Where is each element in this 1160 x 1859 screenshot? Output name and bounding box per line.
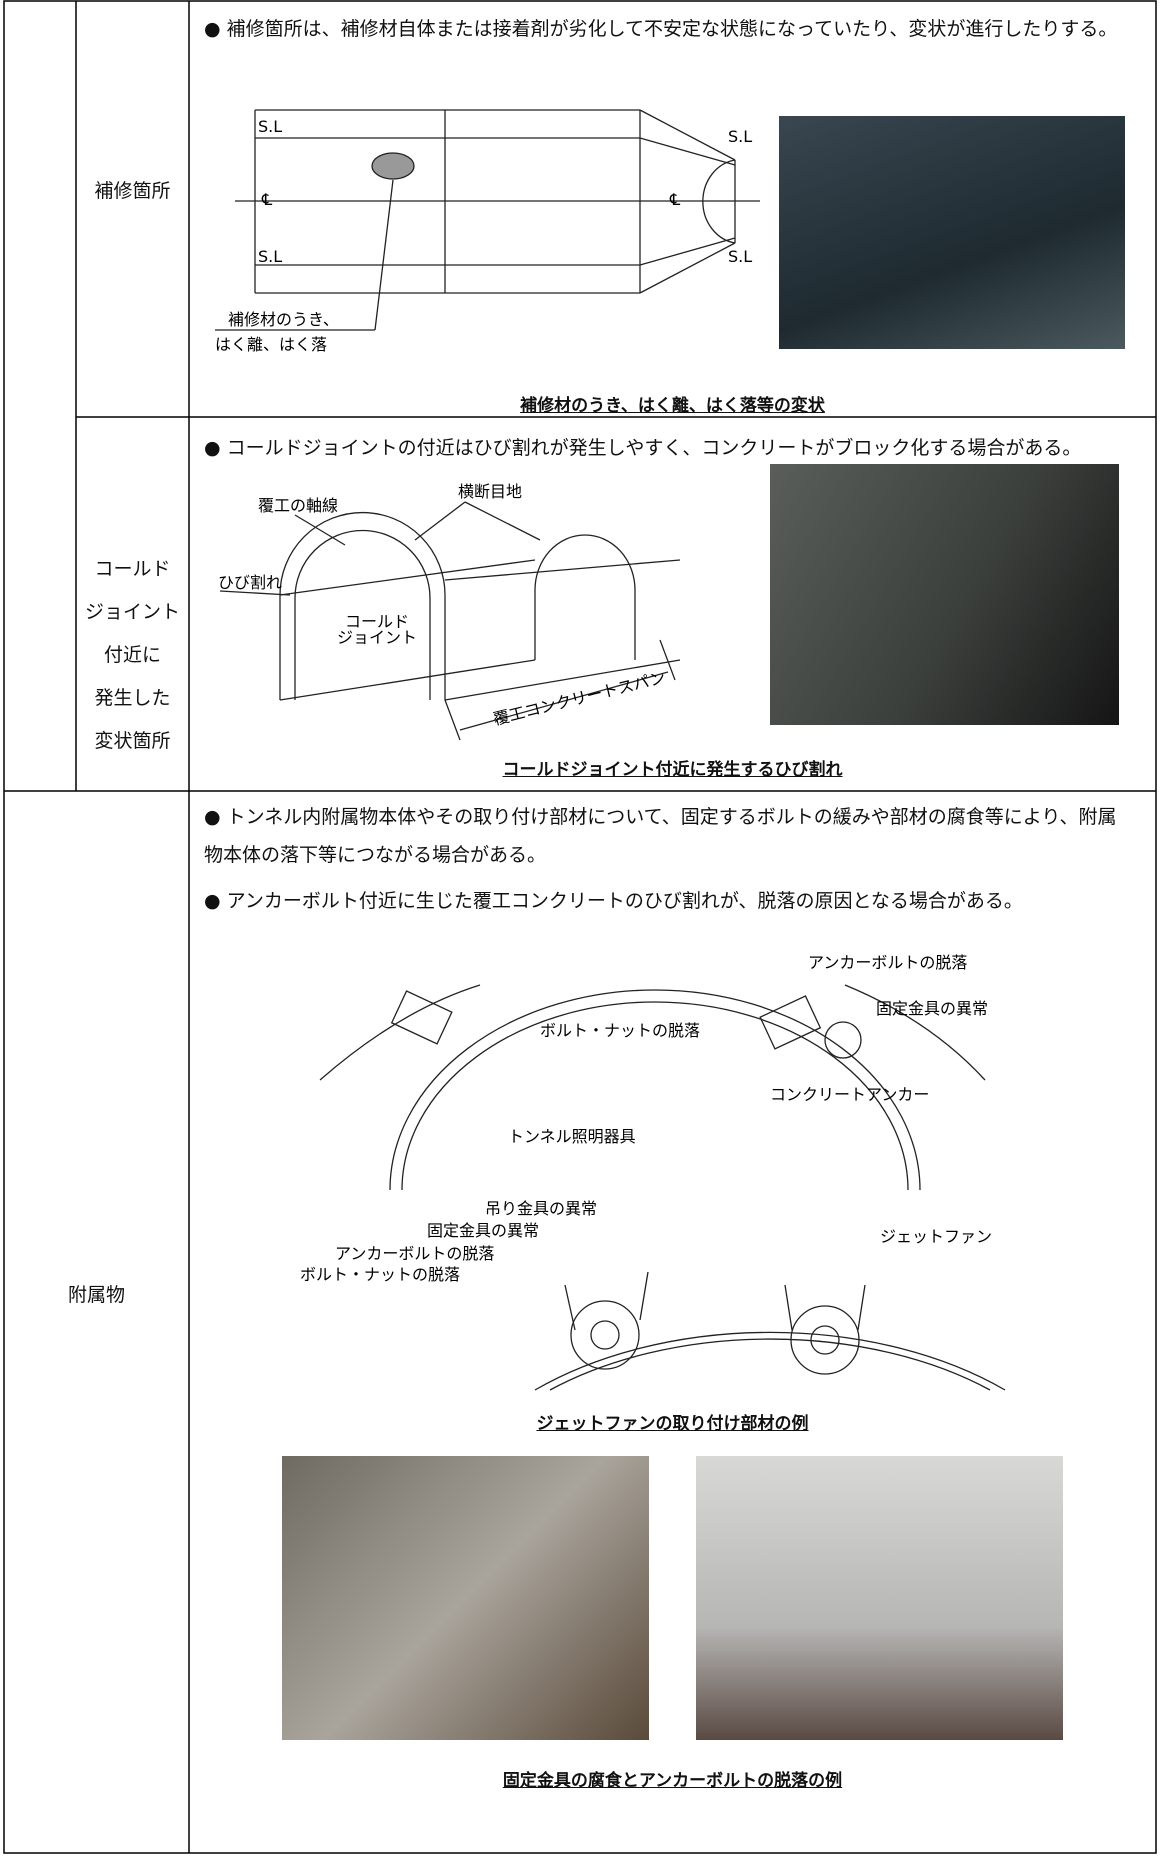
- label: 固定金具の異常: [876, 999, 988, 1018]
- label: ボルト・ナットの脱落: [540, 1021, 700, 1040]
- label-line: 付近に: [103, 644, 161, 666]
- label: 横断目地: [458, 482, 522, 501]
- caption: 補修材のうき、はく離、はく落等の変状: [520, 396, 825, 416]
- row-label: コールド ジョイント 付近に 発生した 変状箇所: [76, 548, 189, 763]
- label: S.L: [728, 127, 752, 146]
- label: アンカーボルトの脱落: [335, 1244, 494, 1263]
- label: 吊り金具の異常: [485, 1199, 597, 1218]
- label: ℄: [669, 190, 681, 209]
- bullet: トンネル内附属物本体やその取り付け部材について、固定するボルトの緩みや部材の腐食…: [204, 798, 1134, 874]
- label-line: コールド: [94, 558, 171, 580]
- row-label: 補修箇所: [94, 180, 171, 202]
- label-line: 変状箇所: [94, 730, 171, 752]
- label: コンクリートアンカー: [770, 1085, 929, 1104]
- label: S.L: [258, 117, 282, 136]
- label: 覆工の軸線: [258, 496, 338, 515]
- caption: 固定金具の腐食とアンカーボルトの脱落の例: [502, 1771, 843, 1791]
- bullet: アンカーボルト付近に生じた覆工コンクリートのひび割れが、脱落の原因となる場合があ…: [204, 882, 1134, 920]
- diagram-labels: 覆工の軸線 横断目地 ひび割れ コールド ジョイント 覆工コンクリートスパン: [218, 482, 668, 729]
- label: S.L: [258, 247, 282, 266]
- diagram-labels: アンカーボルトの脱落 ボルト・ナットの脱落 固定金具の異常 コンクリートアンカー…: [300, 953, 992, 1284]
- label: はく離、はく落: [215, 335, 327, 354]
- photo: [696, 1456, 1063, 1740]
- label: S.L: [728, 247, 752, 266]
- jet-fan-diagram: [319, 984, 1006, 1391]
- caption: ジェットファンの取り付け部材の例: [536, 1414, 809, 1434]
- label: アンカーボルトの脱落: [808, 953, 967, 972]
- label: ジェットファン: [880, 1227, 992, 1246]
- photo: [779, 116, 1125, 349]
- photo: [770, 464, 1119, 725]
- repair-diagram: [215, 109, 760, 331]
- label-line: 発生した: [94, 687, 171, 709]
- label: ℄: [261, 190, 273, 209]
- label: 固定金具の異常: [427, 1221, 539, 1240]
- label: ひび割れ: [218, 573, 282, 592]
- label: コールド: [345, 612, 409, 631]
- label: 補修材のうき、: [228, 310, 339, 329]
- photo: [282, 1456, 649, 1740]
- cold-joint-diagram: [219, 501, 681, 741]
- label: ボルト・ナットの脱落: [300, 1265, 460, 1284]
- label: トンネル照明器具: [508, 1127, 636, 1146]
- bullet: コールドジョイントの付近はひび割れが発生しやすく、コンクリートがブロック化する場…: [204, 429, 1144, 467]
- label: ジョイント: [337, 628, 417, 647]
- diagram-labels: S.L S.L S.L S.L ℄ ℄ 補修材のうき、 はく離、はく落: [215, 117, 752, 354]
- row-label: 附属物: [67, 1284, 125, 1306]
- label-line: ジョイント: [84, 601, 180, 623]
- bullet: 補修箇所は、補修材自体または接着剤が劣化して不安定な状態になっていたり、変状が進…: [204, 10, 1124, 48]
- caption: コールドジョイント付近に発生するひび割れ: [502, 760, 843, 780]
